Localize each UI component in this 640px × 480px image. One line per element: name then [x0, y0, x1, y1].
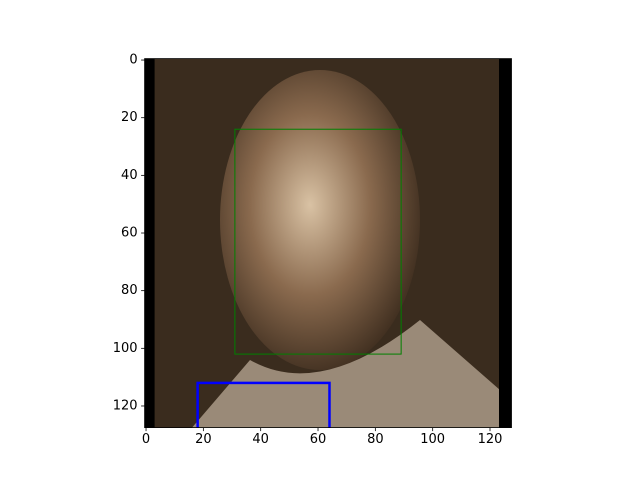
y-tick-label: 0	[129, 53, 137, 68]
x-tick-label: 100	[420, 432, 445, 447]
x-tick-label: 60	[310, 432, 327, 447]
bounding-box	[196, 381, 331, 428]
x-tick-label: 0	[142, 432, 150, 447]
y-tick-label: 40	[121, 168, 138, 183]
x-tick-label: 20	[195, 432, 212, 447]
y-tick-label: 80	[121, 283, 138, 298]
x-tick-label: 120	[478, 432, 503, 447]
x-tick-label: 40	[252, 432, 269, 447]
y-tick-label: 20	[121, 110, 138, 125]
photo	[144, 58, 512, 428]
y-tick-label: 120	[113, 398, 138, 413]
y-tick-label: 100	[113, 341, 138, 356]
x-tick-label: 80	[367, 432, 384, 447]
bounding-box	[234, 128, 402, 355]
y-tick-label: 60	[121, 226, 138, 241]
axes-frame	[144, 58, 512, 428]
